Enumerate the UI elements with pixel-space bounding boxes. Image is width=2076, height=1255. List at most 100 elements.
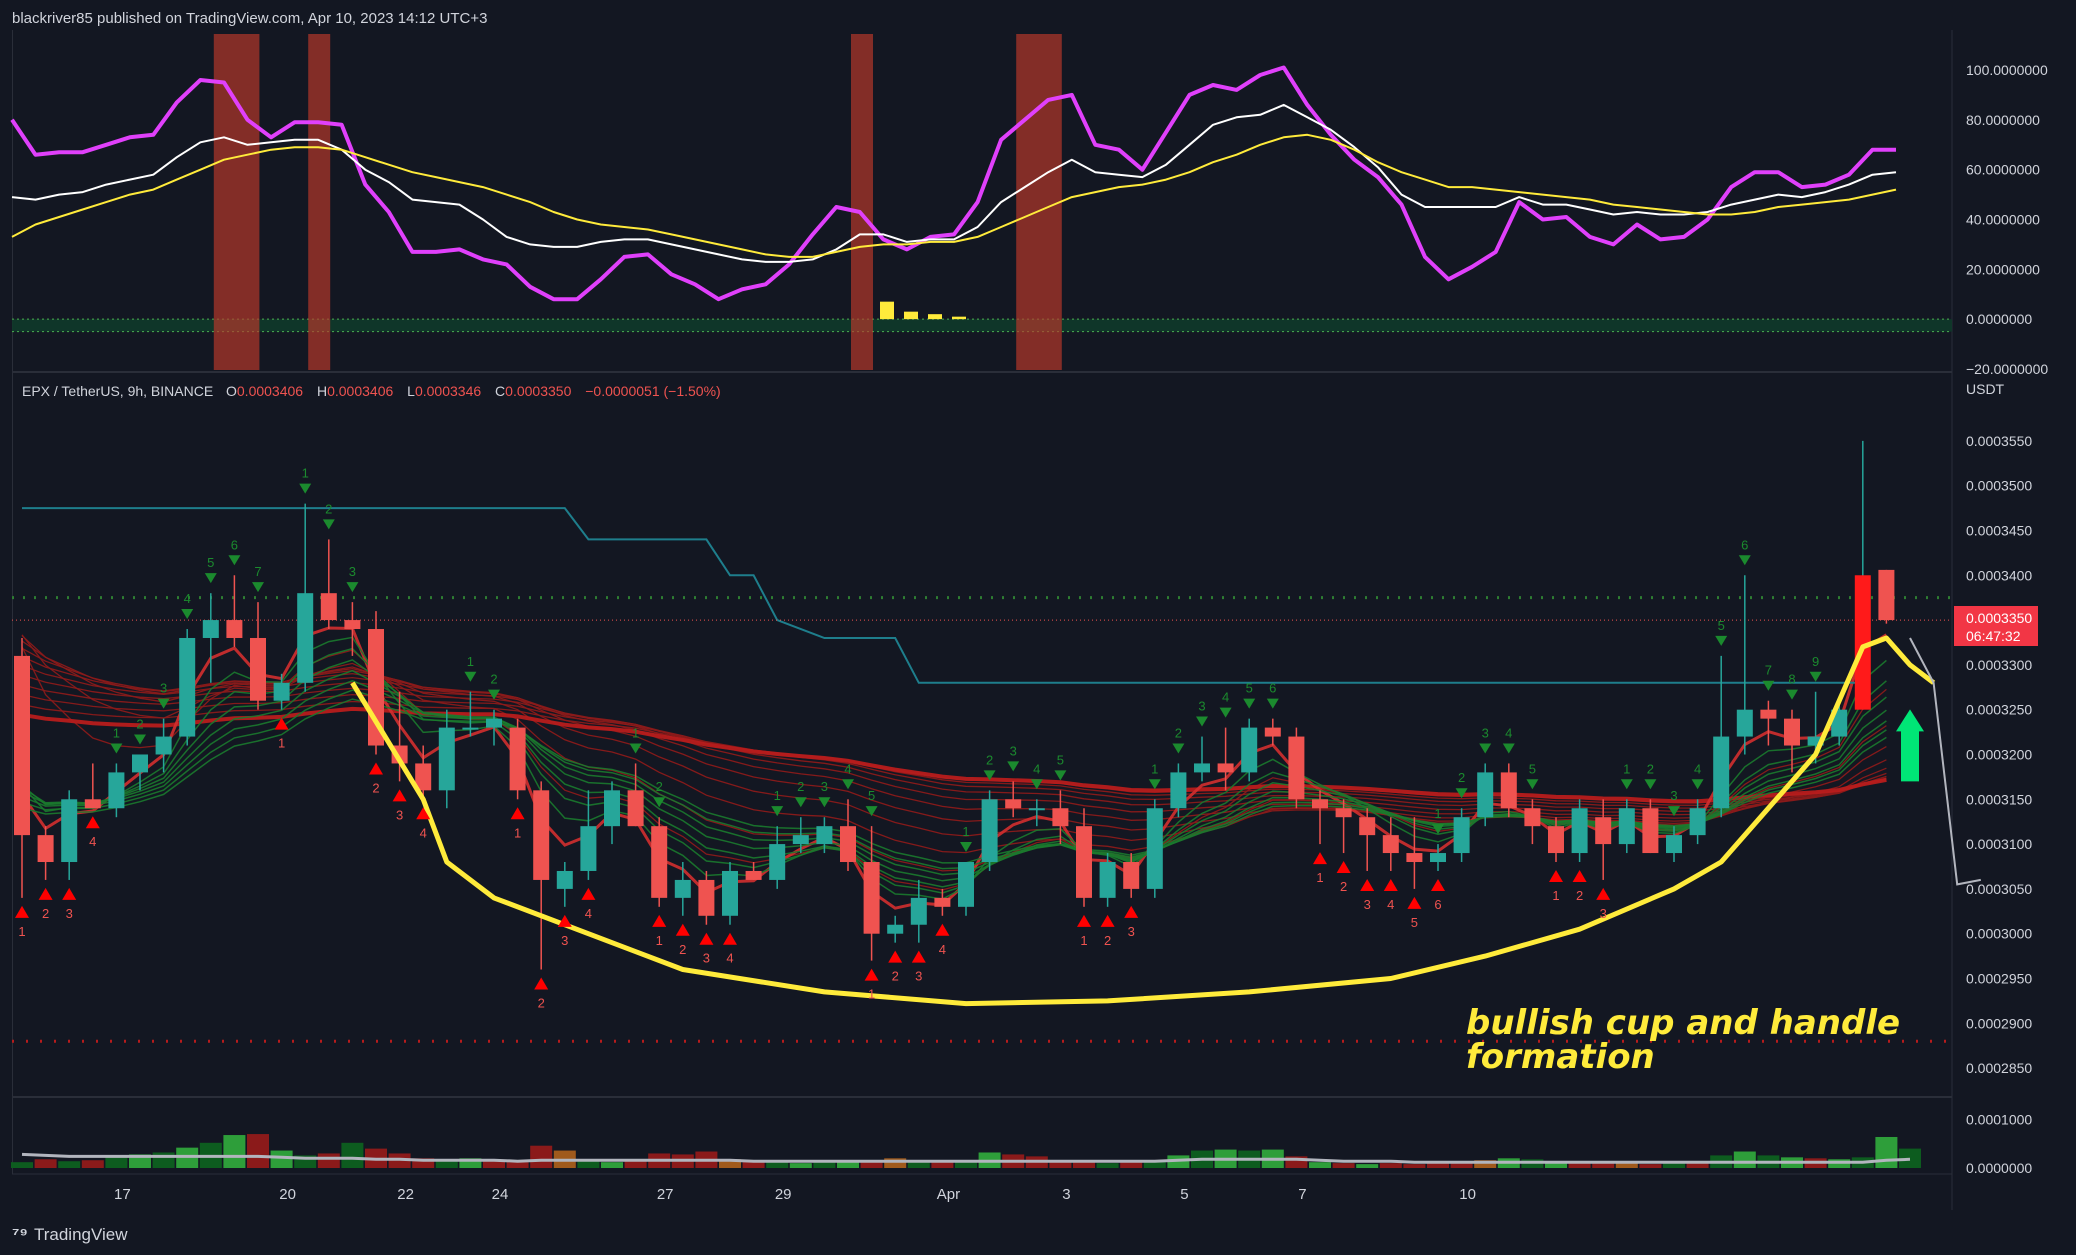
td-sell-count: 1 <box>302 466 309 481</box>
volume-bar <box>1096 1163 1119 1168</box>
volume-bar <box>412 1158 435 1168</box>
tradingview-brand[interactable]: ⁷⁹ TradingView <box>12 1224 128 1245</box>
td-sell-count: 5 <box>1057 752 1064 767</box>
candle-body <box>415 763 432 791</box>
candle-body <box>344 620 361 630</box>
candle-body <box>887 924 904 934</box>
oscillator-panel[interactable] <box>10 34 1952 370</box>
td-sell-marker <box>181 609 194 620</box>
osc-tick-label: 60.0000000 <box>1966 162 2040 178</box>
legend-low-label: L <box>407 383 415 399</box>
td-sell-marker <box>1644 779 1657 790</box>
volume-bar <box>1309 1162 1331 1168</box>
candle-body <box>958 862 974 907</box>
td-sell-count: 2 <box>1175 725 1182 740</box>
td-buy-count: 2 <box>679 942 686 957</box>
td-sell-count: 1 <box>1434 806 1441 821</box>
volume-bar <box>813 1162 836 1168</box>
tradingview-logo-icon: ⁷⁹ <box>12 1224 28 1244</box>
volume-bar <box>105 1156 128 1168</box>
td-sell-count: 5 <box>868 788 875 803</box>
td-sell-marker <box>322 519 335 530</box>
candle-body <box>910 897 927 925</box>
price-tick-label: 0.0003400 <box>1966 567 2032 583</box>
td-sell-count: 3 <box>160 681 167 696</box>
td-buy-marker <box>935 923 950 936</box>
td-sell-marker <box>228 555 241 566</box>
oscillator-line-2 <box>11 133 1897 258</box>
td-sell-marker <box>1266 698 1279 709</box>
candle-body <box>1807 736 1824 746</box>
td-sell-marker <box>1668 806 1680 817</box>
candle-body <box>580 826 597 871</box>
td-buy-count: 2 <box>892 969 899 984</box>
candle-body <box>250 637 266 701</box>
td-sell-count: 1 <box>1151 761 1158 776</box>
candle-body <box>1312 799 1328 809</box>
candle-body <box>226 620 243 638</box>
candle-body <box>604 790 620 827</box>
time-tick-label: Apr <box>937 1186 960 1203</box>
price-panel[interactable]: 1 2 3 4 5 6 7 1 2 3 1 2 1 2 1 2 3 4 5 1 2 3 4 5 1 2 3 4 5 6 1 2 3 4 5 1 2 3 4 5… <box>12 440 1981 1043</box>
td-sell-count: 2 <box>656 779 663 794</box>
volume-bar <box>1073 1162 1095 1168</box>
td-sell-marker <box>842 779 854 790</box>
td-buy-marker <box>1100 914 1115 927</box>
time-tick-label: 10 <box>1459 1186 1476 1203</box>
legend-open-label: O <box>226 383 237 399</box>
td-buy-count: 1 <box>1316 870 1323 885</box>
td-sell-marker <box>1432 824 1444 835</box>
candle-body <box>745 870 762 880</box>
pattern-annotation-line2[interactable]: formation <box>1466 1037 1655 1077</box>
price-tick-label: 0.0003300 <box>1966 657 2032 673</box>
td-buy-count: 1 <box>1552 888 1559 903</box>
ma-ribbon-red <box>21 700 1887 804</box>
price-tick-label: 0.0003200 <box>1966 746 2032 762</box>
candle-body <box>1618 808 1635 845</box>
volume-panel[interactable] <box>11 1134 1921 1168</box>
candle-body <box>981 799 998 863</box>
overbought-zone <box>308 34 331 370</box>
legend-low-value: 0.0003346 <box>415 383 481 399</box>
ma-ribbon-green <box>21 647 1887 894</box>
candle-body <box>509 727 526 791</box>
td-sell-count: 9 <box>1812 654 1819 669</box>
time-tick-label: 5 <box>1180 1186 1188 1203</box>
td-buy-marker <box>1549 870 1563 883</box>
td-buy-count: 3 <box>915 969 922 984</box>
candle-body <box>1666 835 1682 854</box>
td-sell-marker <box>1007 761 1020 772</box>
volume-bar <box>435 1159 458 1168</box>
candle-body <box>1241 727 1258 773</box>
td-buy-count: 3 <box>703 951 710 966</box>
td-sell-count: 5 <box>1718 618 1725 633</box>
candle-body <box>863 862 880 934</box>
candle-body <box>1571 808 1588 854</box>
td-sell-count: 4 <box>184 591 191 606</box>
candle-body <box>1524 808 1541 827</box>
pattern-annotation-line1[interactable]: bullish cup and handle <box>1466 1003 1900 1043</box>
price-tick-label: 0.0003150 <box>1966 791 2032 807</box>
candle-body <box>1359 817 1376 836</box>
legend-symbol[interactable]: EPX / TetherUS, 9h, BINANCE <box>22 383 213 399</box>
td-sell-marker <box>1030 779 1043 790</box>
td-buy-count: 2 <box>1576 888 1583 903</box>
td-sell-marker <box>1196 716 1208 727</box>
candle-body <box>202 620 219 638</box>
td-buy-marker <box>38 887 53 900</box>
candle-body <box>108 772 125 809</box>
td-sell-count: 3 <box>1670 788 1677 803</box>
volume-bar <box>1474 1160 1497 1168</box>
volume-bar <box>719 1159 741 1168</box>
volume-bar <box>1356 1164 1379 1168</box>
legend-change: −0.0000051 (−1.50%) <box>585 383 720 399</box>
td-sell-count: 3 <box>1198 699 1205 714</box>
volume-bar <box>860 1160 883 1168</box>
td-sell-marker <box>488 689 500 700</box>
candle-body <box>792 835 809 845</box>
td-sell-count: 1 <box>467 654 474 669</box>
td-buy-marker <box>15 905 29 918</box>
candle-body <box>1430 853 1446 863</box>
candle-body <box>438 727 455 791</box>
